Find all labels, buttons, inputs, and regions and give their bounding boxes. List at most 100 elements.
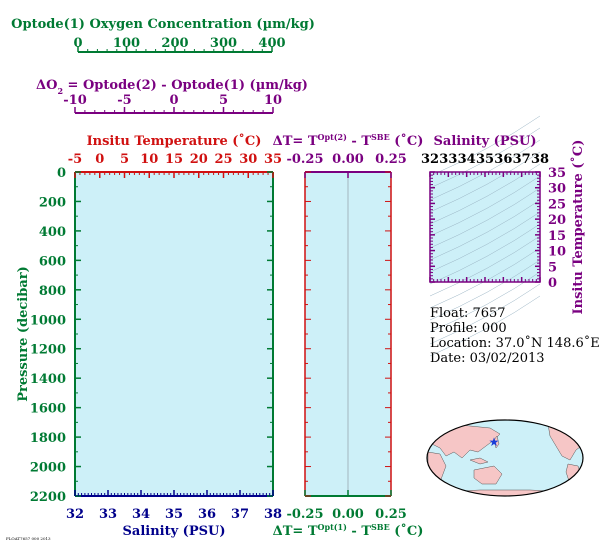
oxygen-tick-label: 0 [73, 36, 82, 51]
ts-salinity-label: Salinity (PSU) [434, 134, 537, 149]
delta-t-top-tick-label: 0.25 [375, 152, 407, 167]
profile-date: Date: 03/02/2013 [430, 351, 545, 366]
oxygen-axis-label: Optode(1) Oxygen Concentration (µm/kg) [11, 17, 315, 32]
pressure-tick-label: 1800 [30, 431, 66, 446]
float-info: Float: 7657 Profile: 000 Location: 37.0˚… [430, 306, 600, 366]
ts-isoline [429, 295, 541, 357]
salinity-tick-label: 32 [66, 507, 84, 522]
salinity-tick-label: 34 [132, 507, 150, 522]
ts-temperature-tick-label: 10 [548, 245, 566, 260]
ts-salinity-tick-label: 37 [513, 152, 531, 167]
pressure-tick-label: 2000 [30, 461, 66, 476]
ts-temperature-tick-label: 20 [548, 213, 566, 228]
delta-o2-tick-label: -10 [63, 93, 87, 108]
map-outline [426, 419, 584, 497]
pressure-tick-label: 600 [39, 254, 66, 269]
oxygen-tick-label: 200 [161, 36, 188, 51]
ts-isoline [429, 115, 541, 177]
ts-isoline [429, 211, 541, 273]
oxygen-tick-label: 300 [210, 36, 237, 51]
ts-temperature-tick-label: 5 [548, 260, 557, 275]
ts-isoline [429, 187, 541, 249]
map-land-australia [473, 465, 503, 485]
pressure-tick-label: 400 [39, 225, 66, 240]
ts-isoline [429, 283, 541, 345]
ts-isoline [429, 223, 541, 285]
delta-t-panel: ΔT= TOpt(2) - TSBE (˚C) ΔT= TOpt(1) - TS… [273, 132, 424, 539]
ts-density-isolines [429, 115, 541, 357]
salinity-tick-label: 38 [264, 507, 282, 522]
salinity-tick-label: 33 [99, 507, 117, 522]
ts-isoline [429, 199, 541, 261]
ts-temperature-label: Insitu Temperature (˚C) [570, 140, 586, 315]
profile-number: Profile: 000 [430, 321, 507, 336]
pressure-tick-label: 1000 [30, 313, 66, 328]
delta-t-bottom-label: ΔT= TOpt(1) - TSBE (˚C) [273, 522, 424, 539]
pressure-tick-label: 2200 [30, 490, 66, 505]
oxygen-tick-label: 400 [258, 36, 285, 51]
map-land-antarctica [439, 489, 571, 496]
float-id: Float: 7657 [430, 306, 506, 321]
world-map: ★ [426, 419, 584, 497]
ts-temperature-tick-label: 30 [548, 182, 566, 197]
ts-temperature-tick-label: 0 [548, 276, 557, 291]
delta-t-top-label: ΔT= TOpt(2) - TSBE (˚C) [273, 132, 424, 149]
ts-isoline [429, 235, 541, 297]
delta-o2-tick-label: 5 [219, 93, 228, 108]
map-land-japan [493, 435, 500, 449]
salinity-tick-label: 37 [231, 507, 249, 522]
footer-stamp: FLOAT7657 000 2013 [6, 536, 51, 541]
pressure-tick-label: 200 [39, 195, 66, 210]
oxygen-tick-label: 100 [113, 36, 140, 51]
ts-isoline [429, 247, 541, 309]
pressure-tick-label: 0 [57, 166, 66, 181]
ts-isoline [429, 127, 541, 189]
main-profile-panel: Insitu Temperature (˚C) -5 0 5 10 15 20 25 30 35… [16, 133, 282, 539]
oxygen-axis: Optode(1) Oxygen Concentration (µm/kg) 0… [11, 17, 315, 53]
ts-isoline [429, 151, 541, 213]
float-location: Location: 37.0˚N 148.6˚E [430, 335, 600, 351]
ts-diagram: Salinity (PSU) Insitu Temperature (˚C) 3… [421, 115, 586, 357]
ts-salinity-tick-label: 36 [494, 152, 512, 167]
ts-salinity-tick-label: 38 [531, 152, 549, 167]
ts-isoline [429, 259, 541, 321]
salinity-tick-label: 35 [165, 507, 183, 522]
ts-salinity-tick-label: 33 [439, 152, 457, 167]
temperature-tick-label: 35 [264, 152, 282, 167]
delta-t-top-tick-label: 0.00 [332, 152, 364, 167]
temperature-tick-label: -5 [68, 152, 82, 167]
pressure-tick-label: 1600 [30, 402, 66, 417]
temperature-tick-label: 15 [165, 152, 183, 167]
ts-plot-area [430, 172, 540, 282]
delta-o2-tick-label: 10 [264, 93, 282, 108]
pressure-tick-label: 800 [39, 284, 66, 299]
ts-salinity-tick-label: 34 [458, 152, 476, 167]
temperature-tick-label: 5 [120, 152, 129, 167]
pressure-tick-label: 1400 [30, 372, 66, 387]
temperature-tick-label: 20 [190, 152, 208, 167]
temperature-tick-label: 30 [239, 152, 257, 167]
delta-o2-tick-label: 0 [169, 93, 178, 108]
ts-temperature-tick-label: 35 [548, 166, 566, 181]
pressure-axis-label: Pressure (decibar) [16, 266, 31, 402]
salinity-axis-label: Salinity (PSU) [123, 524, 226, 539]
ts-salinity-tick-label: 32 [421, 152, 439, 167]
delta-o2-tick-label: -5 [117, 93, 131, 108]
temperature-tick-label: 25 [214, 152, 232, 167]
delta-t-top-tick-label: -0.25 [286, 152, 323, 167]
pressure-tick-label: 1200 [30, 343, 66, 358]
ts-temperature-tick-label: 15 [548, 229, 566, 244]
main-plot-area [75, 172, 273, 496]
delta-o2-axis: ΔO2 = Optode(2) - Optode(1) (µm/kg) -10 -… [36, 78, 308, 114]
map-land-indonesia [469, 457, 489, 465]
temperature-axis-label: Insitu Temperature (˚C) [87, 133, 262, 149]
temperature-tick-label: 0 [95, 152, 104, 167]
ts-salinity-tick-label: 35 [476, 152, 494, 167]
delta-o2-axis-label: ΔO2 = Optode(2) - Optode(1) (µm/kg) [36, 78, 308, 96]
ts-isoline [429, 175, 541, 237]
temperature-tick-label: 10 [140, 152, 158, 167]
float-location-marker-icon: ★ [489, 435, 500, 449]
ts-temperature-tick-label: 25 [548, 197, 566, 212]
delta-t-bottom-tick-label: -0.25 [286, 507, 323, 522]
